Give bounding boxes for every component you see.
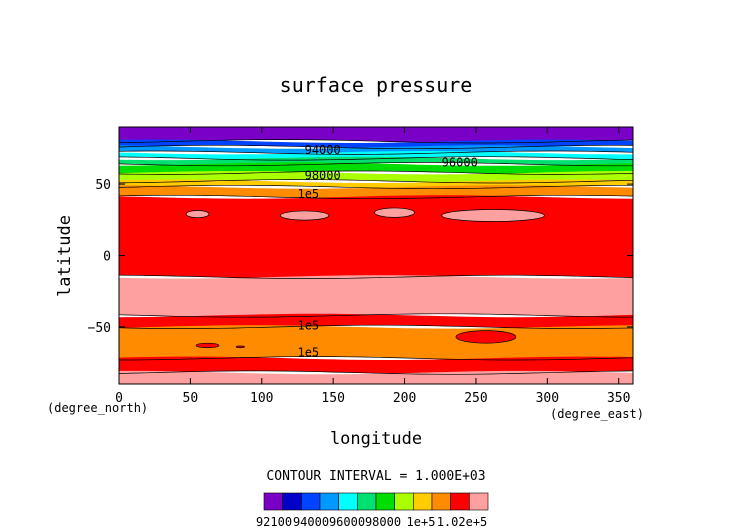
contour-label: 1e5 [297,187,319,201]
contour-line [119,184,633,190]
colorbar-swatch [282,492,302,511]
y-axis-ticks: 50 0 −50 [88,178,633,336]
y-axis-label: latitude [55,215,75,297]
y-axis-unit: (degree_north) [47,401,148,415]
x-tick-label: 300 [536,391,559,406]
contour-lines [119,139,633,375]
x-tick-label: 200 [393,391,416,406]
colorbar-swatch [338,492,358,511]
contour-line [119,162,633,167]
pressure-band [119,356,633,375]
colorbar-swatch [469,492,489,511]
pressure-band [119,127,633,143]
colorbar-swatch [357,492,377,511]
colorbar-swatch [301,492,321,511]
pressure-band [119,195,633,279]
pressure-patch [455,330,517,344]
y-tick-label: 50 [95,178,111,193]
pressure-band [119,185,633,199]
colorbar-swatch [450,492,470,511]
y-tick-label: 0 [103,250,111,265]
pressure-patch [374,207,415,218]
colorbar-label: 94000 [293,515,329,529]
colorbar-swatch [431,492,451,511]
pressure-band [119,370,633,384]
x-axis-label: longitude [330,429,422,449]
contour-label: 98000 [305,169,341,183]
pressure-band [119,275,633,318]
colorbar-label: 96000 [329,515,365,529]
colorbar-swatch [394,492,414,511]
x-tick-label: 150 [321,391,344,406]
pressure-band [119,151,633,161]
colorbar-swatch [319,492,339,511]
contour-label: 96000 [442,156,478,170]
contour-line [119,179,633,184]
pressure-patch [185,210,210,219]
x-tick-label: 50 [183,391,199,406]
pressure-band [119,325,633,360]
colorbar-swatch [413,492,433,511]
pressure-patches [185,207,545,349]
pressure-patch [441,209,545,222]
contour-line [119,313,633,318]
x-tick-label: 250 [464,391,487,406]
chart-title: surface pressure [280,73,473,97]
contour-line [119,170,633,175]
contour-labels: 94000 96000 98000 1e5 1e5 1e5 [297,143,477,360]
contour-line [119,356,633,361]
contour-label: 1e5 [297,346,319,360]
pressure-patch [195,342,220,349]
pressure-patch [279,210,330,221]
colorbar-label: 98000 [365,515,401,529]
plot-area: 94000 96000 98000 1e5 1e5 1e5 [119,127,633,384]
contour-line [119,274,633,279]
colorbar-labels: 92100 94000 96000 98000 1e+5 1.02e+5 [256,515,487,529]
colorbar-swatch [375,492,395,511]
contour-line [119,139,633,144]
x-tick-label: 100 [250,391,273,406]
x-tick-label: 0 [115,391,123,406]
contour-line [119,194,633,200]
x-tick-label: 350 [607,391,630,406]
pressure-bands [119,127,633,384]
contour-line [119,150,633,155]
colorbar-label: 1e+5 [407,515,436,529]
y-tick-label: −50 [88,321,111,336]
x-axis-ticks: 0 50 100 150 200 250 300 350 [115,127,630,406]
contour-line [119,324,633,329]
colorbar [263,492,489,511]
pressure-patch [235,345,245,349]
contour-label: 1e5 [297,318,319,332]
contour-interval-text: CONTOUR INTERVAL = 1.000E+03 [266,469,485,484]
colorbar-swatch [263,492,283,511]
contour-line [119,370,633,375]
x-axis-unit: (degree_east) [550,407,644,421]
colorbar-label: 92100 [256,515,292,529]
contour-line [119,156,633,161]
contour-line [119,144,633,150]
contour-label: 94000 [305,143,341,157]
colorbar-label: 1.02e+5 [437,515,488,529]
